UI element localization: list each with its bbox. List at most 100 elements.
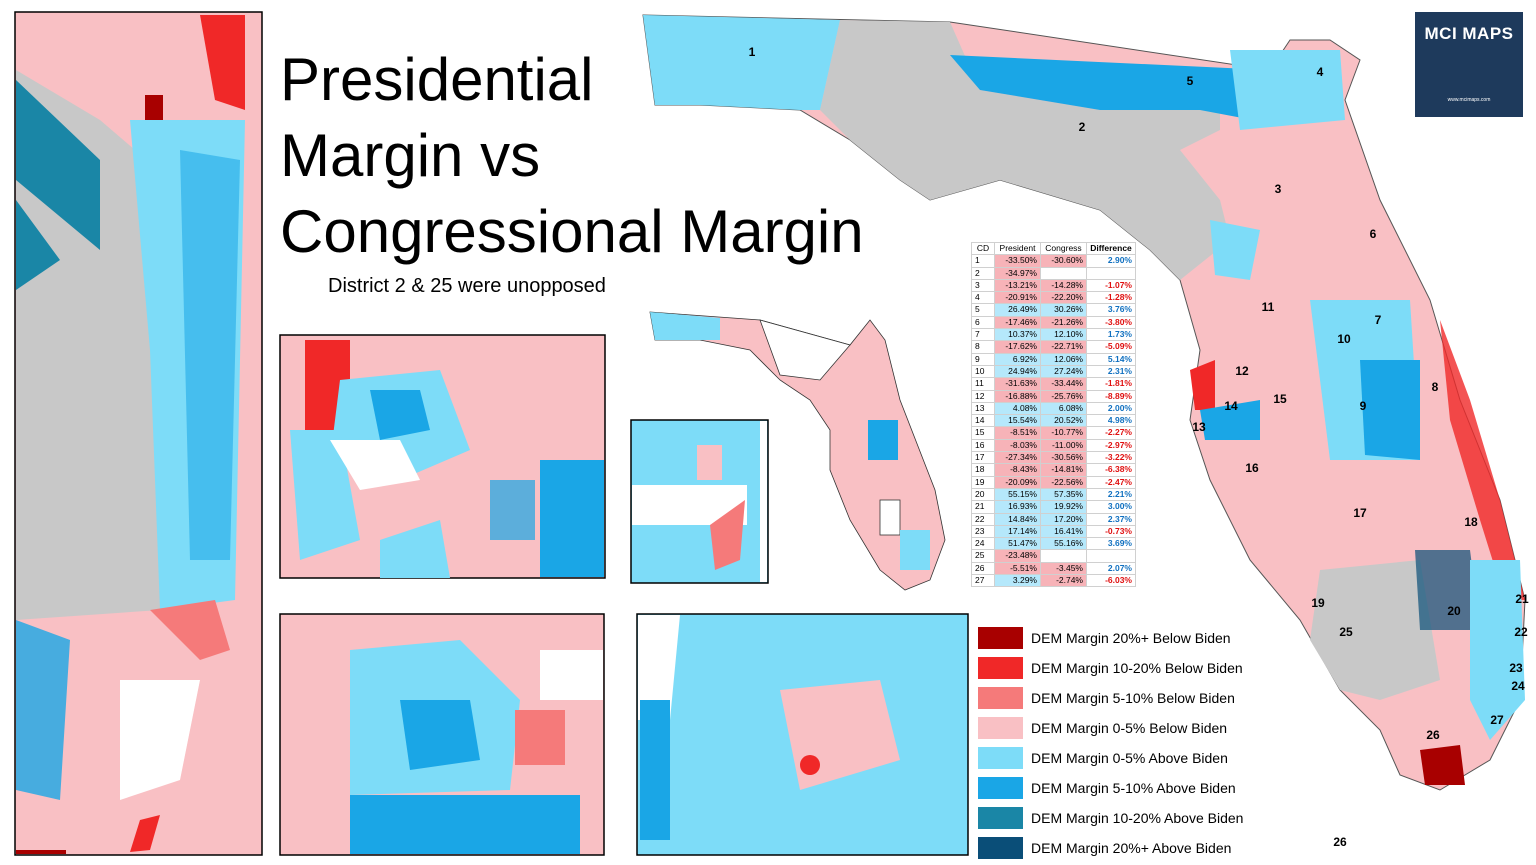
table-cell: 1 (971, 254, 995, 268)
table-cell: -10.77% (1040, 426, 1087, 440)
legend-swatch (978, 657, 1023, 679)
title-line: Margin vs (280, 122, 541, 189)
table-cell: -22.20% (1040, 291, 1087, 305)
table-row: 26 -5.51% -3.45% 2.07% (971, 561, 1136, 576)
table-cell: -31.63% (994, 377, 1041, 391)
legend-label: DEM Margin 0-5% Above Biden (1031, 750, 1228, 766)
table-cell: 17 (971, 451, 995, 465)
district-label: 26 (1333, 835, 1347, 849)
table-cell: 26 (971, 561, 995, 576)
table-cell: -6.38% (1086, 463, 1136, 477)
table-cell: -5.51% (994, 561, 1041, 576)
column-header: Congress (1040, 241, 1087, 256)
table-row: 14 15.54% 20.52% 4.98% (971, 414, 1136, 428)
legend-item: DEM Margin 20%+ Above Biden (978, 833, 1243, 863)
table-cell: 2 (971, 266, 995, 280)
column-header: CD (971, 241, 995, 256)
table-cell: -3.22% (1086, 451, 1136, 465)
table-cell: 4.08% (994, 401, 1041, 416)
table-cell: 2.37% (1086, 512, 1136, 526)
table-cell: -22.71% (1040, 340, 1087, 354)
table-cell: 4 (971, 291, 995, 305)
table-row: 8 -17.62% -22.71% -5.09% (971, 340, 1136, 354)
table-row: 3 -13.21% -14.28% -1.07% (971, 278, 1136, 293)
table-row: 6 -17.46% -21.26% -3.80% (971, 315, 1136, 330)
table-cell: 13 (971, 401, 995, 416)
miami-inset (630, 419, 769, 584)
legend-item: DEM Margin 0-5% Above Biden (978, 743, 1243, 773)
district-label: 2 (1079, 120, 1086, 134)
table-cell: 12.06% (1040, 352, 1087, 366)
table-cell: 3.69% (1086, 537, 1136, 551)
legend-item: DEM Margin 10-20% Above Biden (978, 803, 1243, 833)
district-label: 26 (1426, 728, 1440, 742)
table-cell: 16.93% (994, 500, 1041, 514)
table-cell (1086, 266, 1136, 280)
table-cell: 11 (971, 377, 995, 391)
logo: MCI MAPS www.mcimaps.com (1415, 12, 1523, 117)
table-cell: -6.03% (1086, 574, 1136, 588)
orlando-inset (279, 613, 605, 856)
table-cell: -13.21% (994, 278, 1041, 293)
legend-label: DEM Margin 5-10% Above Biden (1031, 780, 1236, 796)
column-header: Difference (1086, 241, 1136, 256)
table-cell: 12.10% (1040, 328, 1087, 342)
table-cell: 5 (971, 303, 995, 317)
table-cell: -23.48% (994, 549, 1041, 563)
table-row: 12 -16.88% -25.76% -8.89% (971, 389, 1136, 403)
table-row: 5 26.49% 30.26% 3.76% (971, 303, 1136, 317)
results-table: CD President Congress Difference 1 -33.50% -30… (971, 241, 1136, 588)
district-label: 4 (1317, 65, 1324, 79)
district-label: 3 (1275, 182, 1282, 196)
table-row: 16 -8.03% -11.00% -2.97% (971, 438, 1136, 453)
mini-state-map (649, 311, 946, 591)
table-cell: 24.94% (994, 364, 1041, 379)
table-cell: 16.41% (1040, 524, 1087, 539)
table-cell: 3.00% (1086, 500, 1136, 514)
table-cell (1086, 549, 1136, 563)
district-label: 19 (1311, 596, 1325, 610)
district-label: 16 (1245, 461, 1259, 475)
legend-item: DEM Margin 20%+ Below Biden (978, 623, 1243, 653)
table-cell: 18 (971, 463, 995, 477)
table-cell: 14.84% (994, 512, 1041, 526)
table-cell: -33.44% (1040, 377, 1087, 391)
table-cell: 2.31% (1086, 364, 1136, 379)
table-cell: -11.00% (1040, 438, 1087, 453)
district-label: 8 (1432, 380, 1439, 394)
district-label: 13 (1192, 420, 1206, 434)
legend-item: DEM Margin 5-10% Below Biden (978, 683, 1243, 713)
table-row: 11 -31.63% -33.44% -1.81% (971, 377, 1136, 391)
table-row: 13 4.08% 6.08% 2.00% (971, 401, 1136, 416)
table-cell: -14.81% (1040, 463, 1087, 477)
district-label: 6 (1370, 227, 1377, 241)
table-row: 23 17.14% 16.41% -0.73% (971, 524, 1136, 539)
legend-label: DEM Margin 0-5% Below Biden (1031, 720, 1228, 736)
jacksonville-inset (636, 613, 969, 856)
district-label: 1 (749, 45, 756, 59)
table-row: 21 16.93% 19.92% 3.00% (971, 500, 1136, 514)
table-cell: -2.74% (1040, 574, 1087, 588)
table-header: CD President Congress Difference (971, 241, 1136, 256)
table-cell: -0.73% (1086, 524, 1136, 539)
table-cell: 14 (971, 414, 995, 428)
table-cell: 10 (971, 364, 995, 379)
district-label: 17 (1353, 506, 1367, 520)
district-label: 11 (1262, 300, 1275, 314)
table-cell: -8.51% (994, 426, 1041, 440)
legend-item: DEM Margin 10-20% Below Biden (978, 653, 1243, 683)
district-label: 15 (1273, 392, 1287, 406)
table-row: 9 6.92% 12.06% 5.14% (971, 352, 1136, 366)
table-row: 27 3.29% -2.74% -6.03% (971, 574, 1136, 588)
table-cell: -1.81% (1086, 377, 1136, 391)
district-label: 7 (1375, 313, 1382, 327)
table-cell: 15 (971, 426, 995, 440)
table-cell: 27 (971, 574, 995, 588)
district-label: 24 (1511, 679, 1525, 693)
table-row: 7 10.37% 12.10% 1.73% (971, 328, 1136, 342)
table-cell: -3.80% (1086, 315, 1136, 330)
table-cell: -20.91% (994, 291, 1041, 305)
table-cell: 6 (971, 315, 995, 330)
table-cell: 1.73% (1086, 328, 1136, 342)
